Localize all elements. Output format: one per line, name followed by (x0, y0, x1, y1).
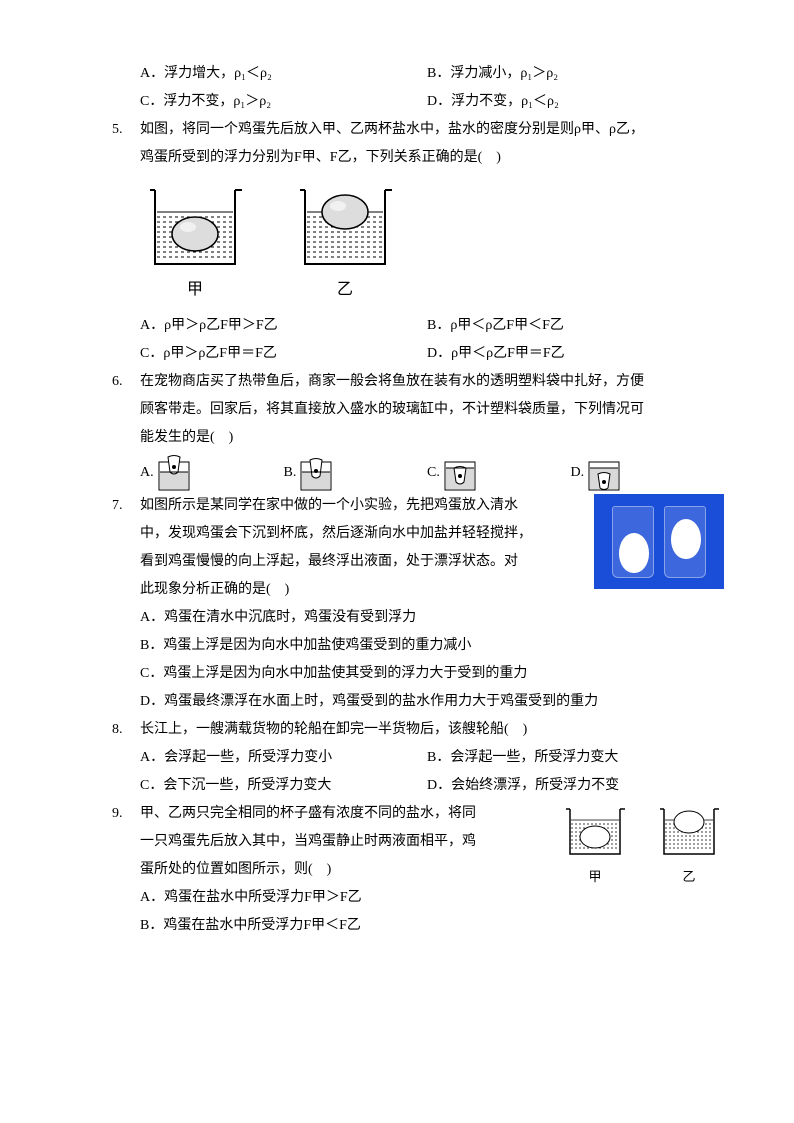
q5-line2: 鸡蛋所受到的浮力分别为F甲、F乙，下列关系正确的是( ) (140, 144, 714, 172)
tank-icon-a (154, 454, 194, 492)
beaker-jia: 甲 (140, 182, 250, 306)
beaker-yi: 乙 (290, 182, 400, 306)
q-number: 9. (112, 800, 140, 828)
q5-options: A．ρ甲＞ρ乙F甲＞F乙 B．ρ甲＜ρ乙F甲＜F乙 C．ρ甲＞ρ乙F甲＝F乙 D… (140, 312, 714, 368)
opt-c: C．鸡蛋上浮是因为向水中加盐使其受到的浮力大于受到的重力 (140, 660, 714, 688)
q-number: 5. (112, 116, 140, 144)
q-number: 6. (112, 368, 140, 396)
tank-icon-c (440, 454, 480, 492)
opt-b: B. (284, 459, 297, 487)
q4-options: A．浮力增大，ρ₁＜ρ₂ B．浮力减小，ρ₁＞ρ₂ C．浮力不变，ρ₁＞ρ₂ D… (140, 60, 714, 116)
q-number: 7. (112, 492, 140, 520)
beaker-yi-small (654, 804, 724, 862)
q-number: 8. (112, 716, 140, 744)
q5-line1: 如图，将同一个鸡蛋先后放入甲、乙两杯盐水中，盐水的密度分别是则ρ甲、ρ乙， (140, 122, 644, 137)
label-jia: 甲 (588, 864, 601, 890)
opt-d: D. (571, 459, 585, 487)
opt-c: C．ρ甲＞ρ乙F甲＝F乙 (140, 340, 427, 368)
opt-b: B．鸡蛋在盐水中所受浮力F甲＜F乙 (140, 912, 714, 940)
label-yi: 乙 (682, 864, 695, 890)
opt-c: C. (427, 459, 440, 487)
beaker-jia-small (560, 804, 630, 862)
beaker-jia-svg (140, 182, 250, 272)
question-8: 8.长江上，一艘满载货物的轮船在卸完一半货物后，该艘轮船( ) A．会浮起一些，… (140, 716, 714, 800)
opt-a: A．浮力增大，ρ₁＜ρ₂ (140, 60, 427, 88)
question-6: 6.在宠物商店买了热带鱼后，商家一般会将鱼放在装有水的透明塑料袋中扎好，方便 顾… (140, 368, 714, 492)
opt-d: D．ρ甲＜ρ乙F甲＝F乙 (427, 340, 714, 368)
opt-c: C．浮力不变，ρ₁＞ρ₂ (140, 88, 427, 116)
q6-line3: 能发生的是( ) (140, 424, 714, 452)
q6-line2: 顾客带走。回家后，将其直接放入盛水的玻璃缸中，不计塑料袋质量，下列情况可 (140, 396, 714, 424)
opt-c: C．会下沉一些，所受浮力变大 (140, 772, 427, 800)
q8-text: 长江上，一艘满载货物的轮船在卸完一半货物后，该艘轮船( ) (140, 722, 527, 737)
question-9: 甲 乙 9.甲、乙两只完全相同的杯子盛有浓度不同的盐水，将同 一只鸡蛋先后放入其… (140, 800, 714, 940)
q9-figure: 甲 乙 (560, 804, 724, 890)
opt-a: A. (140, 459, 154, 487)
q6-line1: 在宠物商店买了热带鱼后，商家一般会将鱼放在装有水的透明塑料袋中扎好，方便 (140, 374, 644, 389)
q7-line1: 如图所示是某同学在家中做的一个小实验，先把鸡蛋放入清水 (140, 498, 518, 513)
opt-d: D．会始终漂浮，所受浮力不变 (427, 772, 714, 800)
question-7: 7.如图所示是某同学在家中做的一个小实验，先把鸡蛋放入清水 中，发现鸡蛋会下沉到… (140, 492, 714, 716)
opt-a: A．ρ甲＞ρ乙F甲＞F乙 (140, 312, 427, 340)
opt-b: B．浮力减小，ρ₁＞ρ₂ (427, 60, 714, 88)
label-yi: 乙 (337, 274, 353, 306)
q7-photo (594, 494, 724, 589)
q5-figure: 甲 乙 (140, 182, 714, 306)
opt-d: D．浮力不变，ρ₁＜ρ₂ (427, 88, 714, 116)
label-jia: 甲 (187, 274, 203, 306)
opt-a: A．会浮起一些，所受浮力变小 (140, 744, 427, 772)
tank-icon-b (296, 454, 336, 492)
opt-d: D．鸡蛋最终漂浮在水面上时，鸡蛋受到的盐水作用力大于鸡蛋受到的重力 (140, 688, 714, 716)
opt-b: B．会浮起一些，所受浮力变大 (427, 744, 714, 772)
opt-a: A．鸡蛋在清水中沉底时，鸡蛋没有受到浮力 (140, 604, 714, 632)
opt-b: B．鸡蛋上浮是因为向水中加盐使鸡蛋受到的重力减小 (140, 632, 714, 660)
q9-line1: 甲、乙两只完全相同的杯子盛有浓度不同的盐水，将同 (140, 806, 476, 821)
question-5: 5.如图，将同一个鸡蛋先后放入甲、乙两杯盐水中，盐水的密度分别是则ρ甲、ρ乙， … (140, 116, 714, 172)
tank-icon-d (584, 454, 624, 492)
opt-b: B．ρ甲＜ρ乙F甲＜F乙 (427, 312, 714, 340)
beaker-yi-svg (290, 182, 400, 272)
